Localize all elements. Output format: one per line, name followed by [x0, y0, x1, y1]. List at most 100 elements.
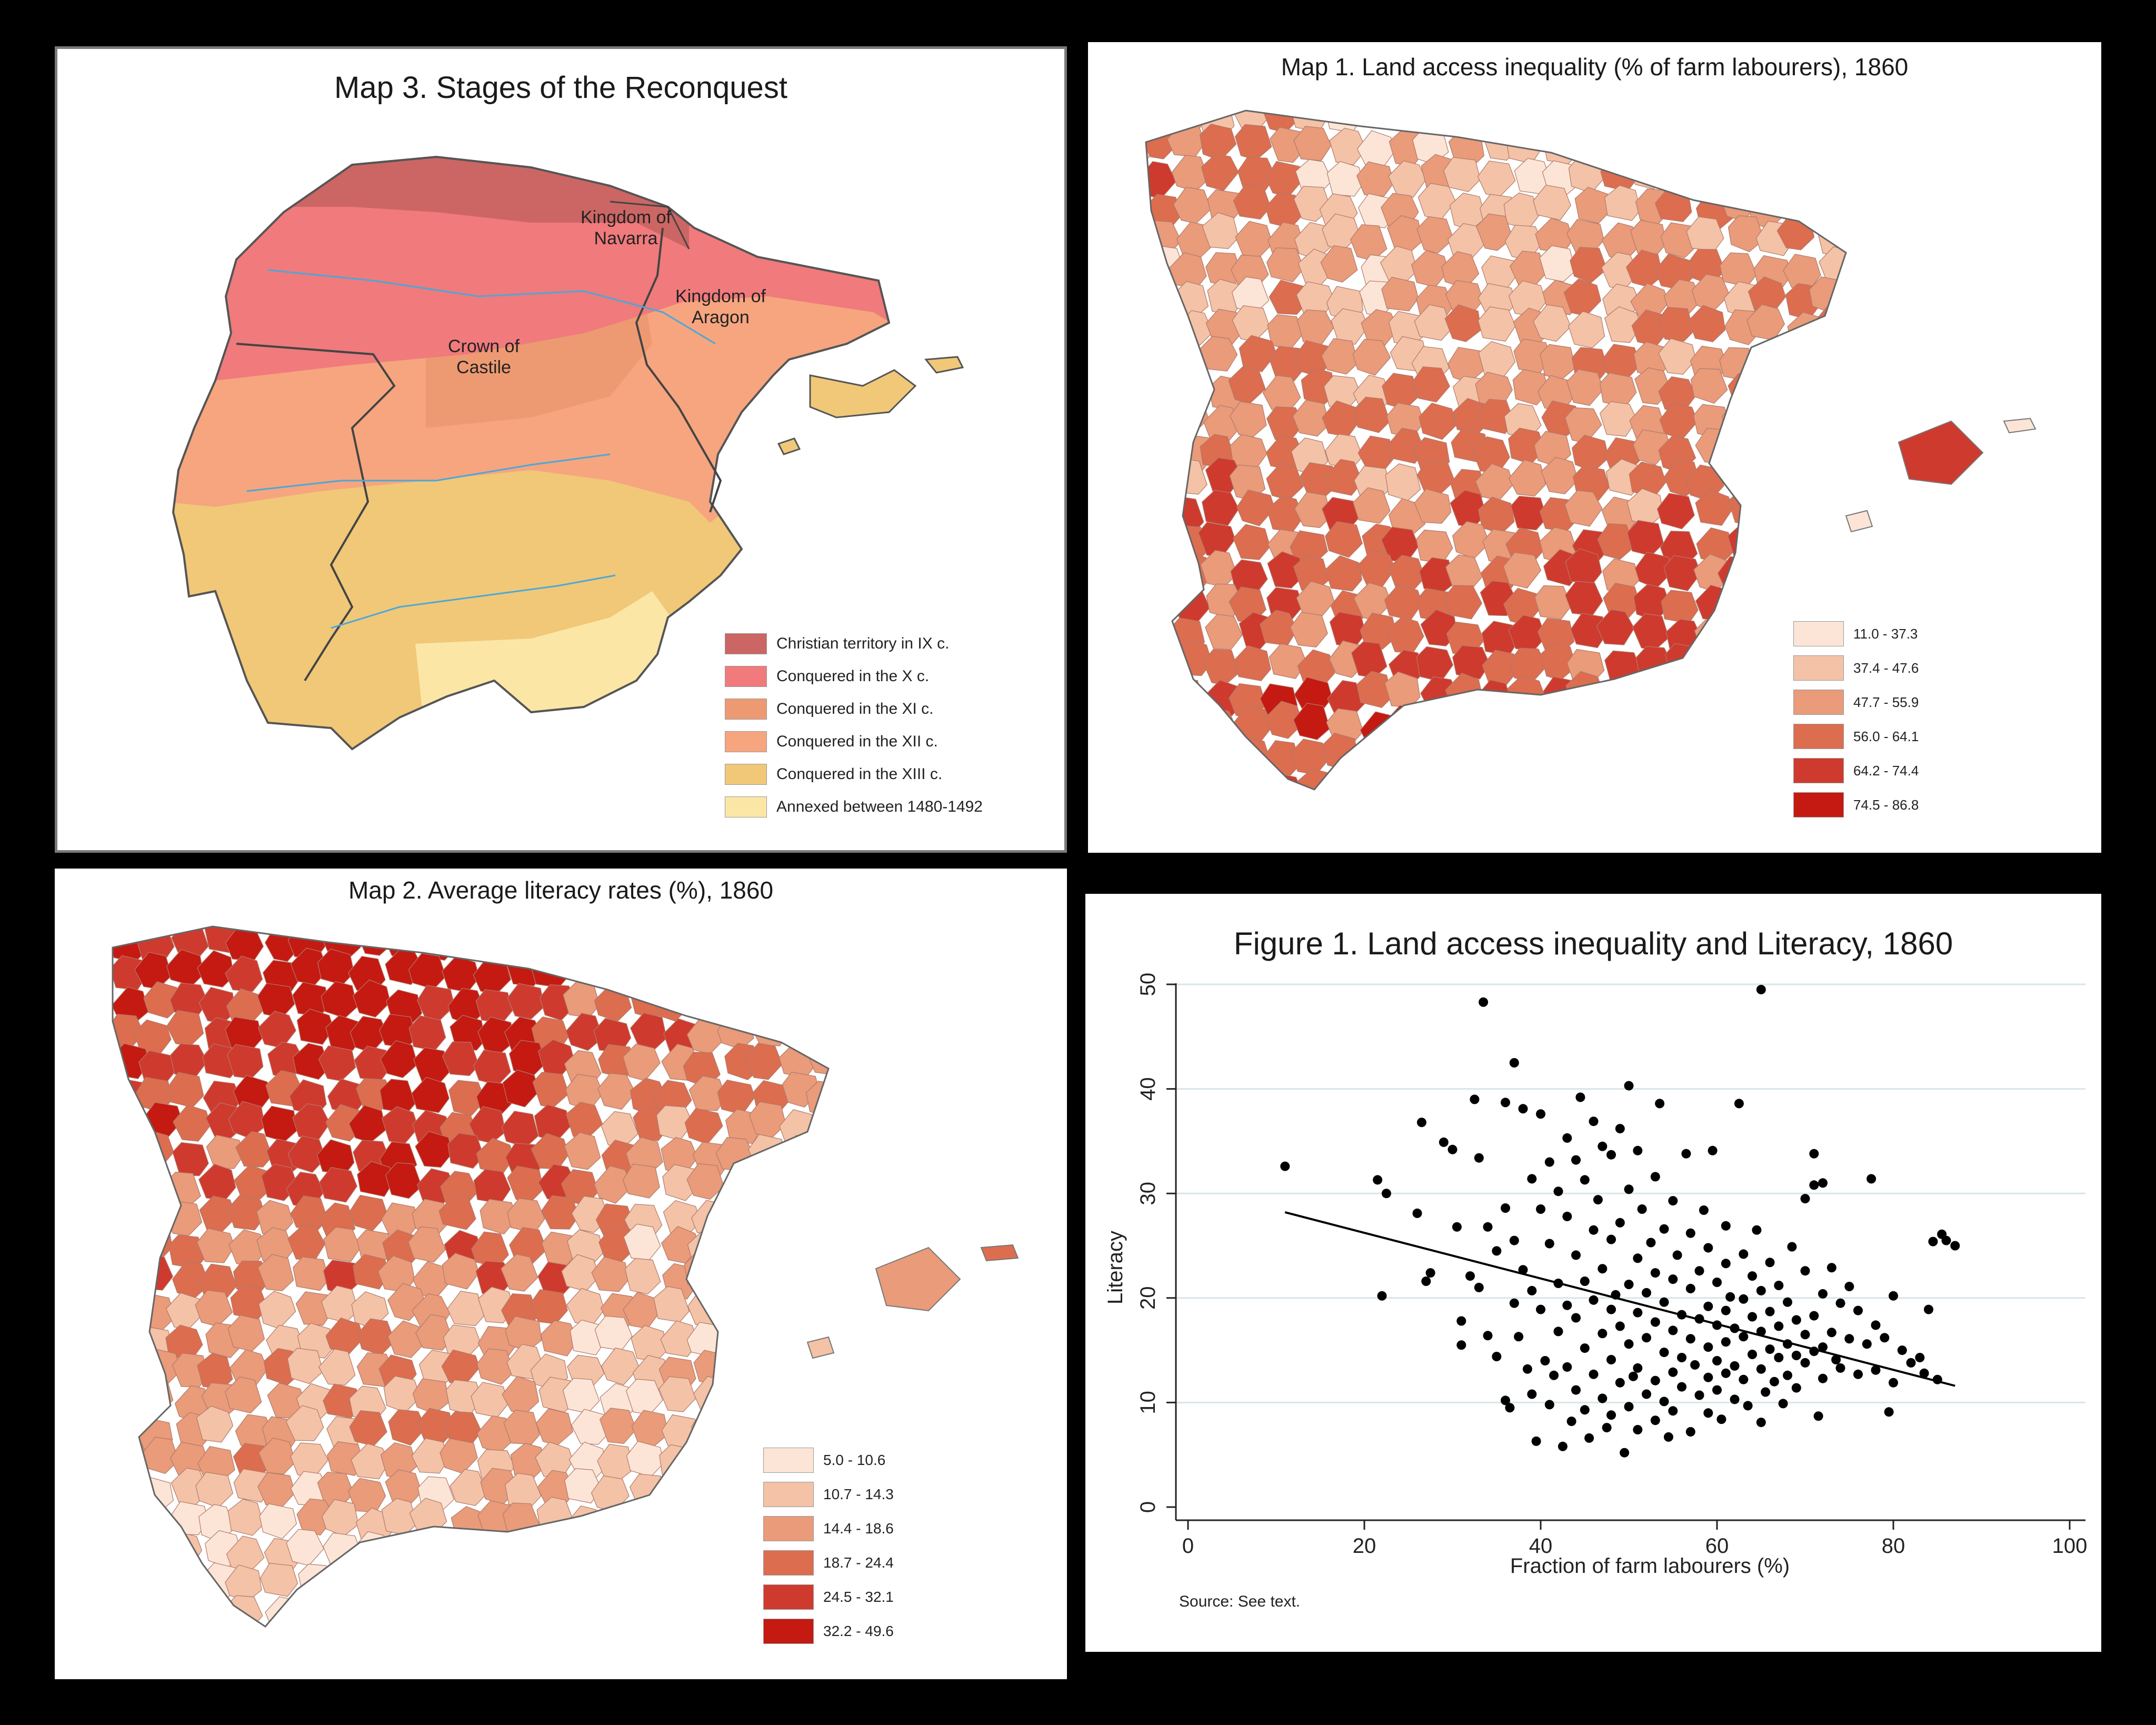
figure1-data-point — [1448, 1144, 1458, 1154]
map1-district — [1596, 733, 1635, 770]
map2-district-grid — [113, 926, 829, 1627]
figure1-data-point — [1721, 1221, 1731, 1231]
map1-legend-item: 37.4 - 47.6 — [1793, 655, 1919, 681]
figure1-data-point — [1624, 1184, 1634, 1194]
map1-district — [1414, 799, 1451, 833]
map1-district — [1810, 337, 1846, 372]
figure1-data-point — [1712, 1385, 1722, 1395]
map1-district — [1389, 806, 1423, 841]
figure1-fit-line — [1284, 1211, 1955, 1387]
map1-district — [1327, 802, 1364, 838]
figure1-data-point — [1606, 1150, 1616, 1160]
map3-legend-swatch — [725, 796, 767, 817]
figure1-data-point — [1562, 1133, 1572, 1143]
map2-district — [285, 1405, 324, 1441]
map2-district — [289, 1620, 325, 1627]
map2-district — [113, 1504, 118, 1542]
map1-district — [1508, 61, 1545, 98]
map2-district — [172, 1142, 209, 1176]
map2-district — [501, 1111, 539, 1148]
map1-district — [1146, 711, 1153, 747]
map2-district — [502, 1502, 540, 1539]
map2-district — [261, 1105, 298, 1142]
map1-district — [1329, 127, 1367, 165]
map2-district — [500, 1566, 538, 1603]
map1-district — [1538, 69, 1575, 105]
map3-legend-swatch — [725, 633, 767, 654]
figure1-data-point — [1416, 1118, 1426, 1128]
map2-district — [387, 1533, 424, 1568]
map2-district — [385, 1162, 422, 1199]
map1-legend-swatch — [1793, 758, 1844, 783]
map1-district — [1843, 403, 1846, 440]
map1-district — [1385, 463, 1421, 501]
map1-district — [1146, 275, 1175, 312]
map1-district — [1478, 111, 1515, 137]
figure1-data-point — [1280, 1161, 1290, 1171]
map1-district — [1815, 431, 1846, 465]
map2-district — [136, 1567, 174, 1605]
map1-district — [1662, 770, 1700, 790]
map1-district — [1782, 122, 1821, 158]
map1-district — [1569, 64, 1605, 100]
map1-district — [1146, 522, 1154, 558]
map1-district — [1839, 551, 1846, 587]
map1-district — [1234, 124, 1272, 161]
map1-legend-item: 11.0 - 37.3 — [1793, 621, 1919, 646]
figure1-data-point — [1633, 1253, 1643, 1263]
map1-district — [1107, 70, 1144, 105]
map1-district — [1508, 459, 1546, 497]
map1-district — [1146, 406, 1151, 443]
map1-district — [1146, 216, 1153, 253]
map1-district — [1146, 340, 1147, 376]
map1-district — [1604, 306, 1642, 343]
map2-district — [113, 1375, 114, 1411]
map2-district — [265, 1596, 304, 1627]
map1-district — [1756, 737, 1793, 774]
map1-district — [1239, 335, 1277, 372]
map1-district — [1329, 611, 1366, 646]
map2-district — [717, 1319, 755, 1356]
map2-district — [138, 926, 176, 934]
map1-district — [1843, 581, 1846, 615]
map2-district — [411, 1438, 450, 1474]
map1-district — [1356, 111, 1395, 128]
map2-district — [745, 1384, 783, 1420]
figure1-data-point — [1813, 1411, 1823, 1421]
figure1-x-tick-label: 0 — [1182, 1534, 1194, 1558]
figure1-data-point — [1791, 1315, 1801, 1325]
map2-district — [812, 926, 829, 959]
map2-district — [319, 1166, 357, 1203]
map2-district — [715, 1468, 752, 1506]
map1-legend-swatch — [1793, 655, 1844, 681]
map2-district — [233, 926, 271, 927]
map1-district — [1658, 338, 1696, 375]
map1-district — [1757, 711, 1793, 747]
map2-district — [541, 1195, 580, 1230]
figure1-data-point — [1571, 1313, 1581, 1323]
map2-district — [380, 1040, 418, 1079]
map2-district — [385, 1599, 423, 1627]
map2-district — [533, 1569, 570, 1605]
map2-legend-swatch — [763, 1584, 814, 1610]
figure1-data-point — [1800, 1266, 1810, 1276]
map1-district — [1756, 764, 1795, 790]
map2-legend-swatch — [763, 1550, 814, 1576]
figure1-data-point — [1659, 1397, 1669, 1407]
figure1-data-point — [1377, 1291, 1387, 1301]
map1-district — [1695, 584, 1733, 622]
figure1-data-point — [1518, 1265, 1528, 1275]
figure1-data-point — [1602, 1423, 1612, 1433]
map1-district — [1755, 371, 1793, 406]
figure1-data-point — [1739, 1249, 1749, 1259]
map2-district — [750, 1255, 788, 1291]
figure1-data-point — [1483, 1331, 1493, 1341]
map2-district — [563, 1621, 602, 1627]
map1-district — [1146, 770, 1182, 790]
map2-district — [196, 1228, 235, 1263]
map2-district — [566, 1288, 605, 1324]
figure1-data-point — [1650, 1415, 1660, 1425]
map2-district — [164, 1531, 203, 1567]
map2-district — [259, 1562, 298, 1597]
map1-district — [1787, 557, 1825, 594]
